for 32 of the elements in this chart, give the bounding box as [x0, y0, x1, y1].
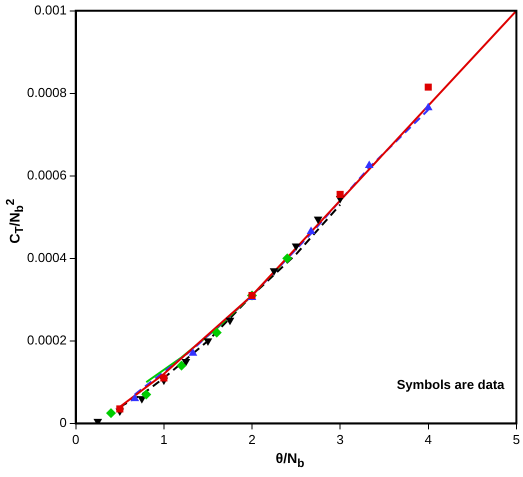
point [141, 390, 152, 400]
x-tick-label: 5 [512, 432, 520, 447]
x-tick-label: 0 [72, 432, 80, 447]
point [282, 253, 292, 264]
y-tick-label: 0.0008 [26, 84, 67, 100]
point [306, 226, 316, 234]
point [424, 84, 432, 91]
point [204, 338, 212, 346]
x-tick-label: 1 [160, 432, 168, 447]
y-tick-label: 0.0006 [26, 167, 67, 182]
point [292, 243, 300, 251]
x-tick-label: 2 [248, 432, 256, 447]
point [364, 160, 374, 168]
x-tick-label: 3 [336, 432, 344, 447]
y-tick-label: 0.0004 [26, 250, 67, 265]
annotation: Symbols are data [396, 376, 506, 392]
y-tick-label: 0.0002 [26, 332, 67, 348]
point [336, 190, 344, 198]
point [160, 374, 168, 382]
point [226, 318, 234, 326]
point [212, 328, 222, 338]
point [116, 405, 124, 412]
x-tick-label: 4 [424, 432, 432, 447]
y-tick-label: 0.001 [34, 2, 67, 18]
point [424, 102, 433, 110]
y-tick-label: 0 [60, 414, 67, 430]
point [314, 216, 322, 224]
point [176, 360, 187, 371]
point [106, 408, 116, 418]
x-axis-title: θ/N$_{b}$ [274, 450, 306, 470]
point [182, 359, 190, 367]
point [270, 268, 278, 276]
